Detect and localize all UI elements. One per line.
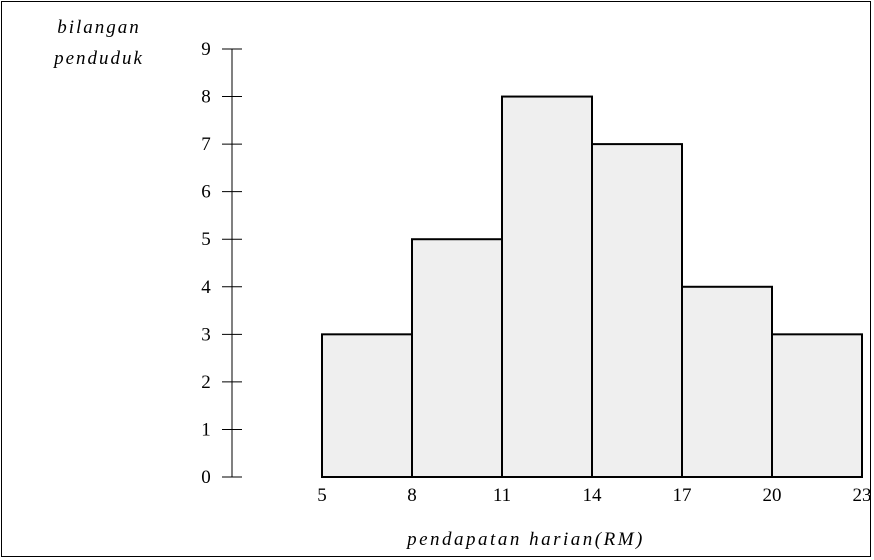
y-tick-label: 4 — [201, 277, 211, 298]
x-axis-title: pendapatan harian(RM) — [405, 529, 645, 550]
x-tick-label: 20 — [763, 485, 782, 506]
x-tick-label: 5 — [317, 485, 327, 506]
x-tick-label: 17 — [673, 485, 692, 506]
x-axis: 5 8 11 14 17 20 23 — [317, 485, 871, 506]
x-tick-label: 11 — [493, 485, 511, 506]
bars-group — [321, 95, 863, 479]
y-tick-label: 7 — [201, 134, 211, 155]
y-axis-title-line-2: penduduk — [52, 48, 144, 69]
histogram-bar — [411, 238, 503, 478]
y-tick-label: 0 — [201, 467, 211, 488]
y-tick-label: 6 — [201, 182, 211, 203]
y-tick-label: 3 — [201, 324, 211, 345]
y-tick-label: 9 — [201, 39, 211, 60]
histogram-bar — [681, 285, 773, 478]
y-tick-label: 8 — [201, 87, 211, 108]
y-tick-label: 5 — [201, 229, 211, 250]
x-tick-label: 8 — [407, 485, 417, 506]
y-tick-label: 2 — [201, 372, 211, 393]
x-tick-label: 14 — [583, 485, 603, 506]
histogram-bar — [501, 95, 593, 479]
histogram-bar — [591, 143, 683, 478]
histogram-bar — [771, 333, 863, 479]
y-axis-title-line-1: bilangan — [57, 17, 141, 38]
histogram-bar — [321, 333, 413, 479]
y-tick-label: 1 — [201, 419, 211, 440]
y-axis: 0 1 2 3 4 5 6 7 8 9 — [201, 39, 242, 488]
x-tick-label: 23 — [853, 485, 872, 506]
